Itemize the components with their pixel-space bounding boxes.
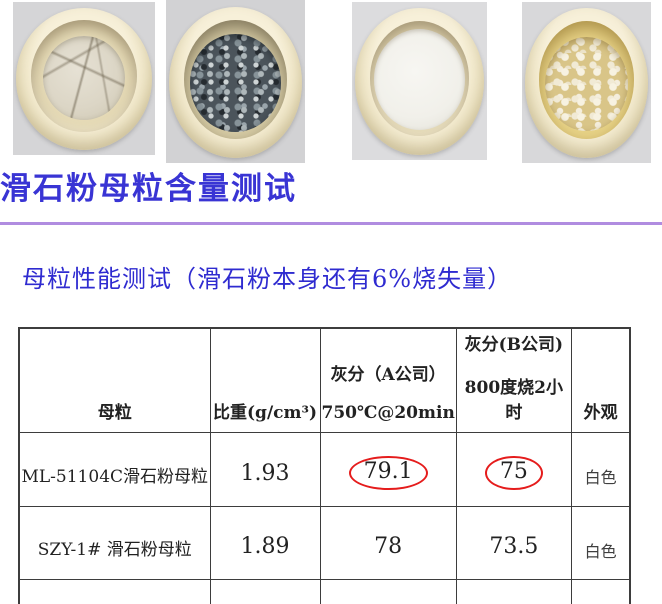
ash-a-value: 79.1 bbox=[363, 458, 413, 484]
ash-a-cell: 78 bbox=[319, 506, 457, 580]
ash-b-cell: 73.5 bbox=[455, 506, 572, 580]
header-density: 比重(g/cm³) bbox=[209, 327, 321, 433]
photo-white-powder bbox=[352, 2, 487, 160]
photo-ash-residue bbox=[13, 2, 155, 155]
red-circle-annotation: 75 bbox=[484, 455, 543, 491]
appearance-cell: 白色 bbox=[570, 579, 631, 604]
ash-b-cell: 75 bbox=[455, 579, 572, 604]
ash-a-cell: 79.1 bbox=[319, 432, 457, 507]
appearance-cell: 白色 bbox=[570, 432, 631, 507]
header-appearance: 外观 bbox=[570, 327, 631, 433]
red-circle-annotation: 79.1 bbox=[348, 455, 428, 491]
photo-burned-granules bbox=[166, 0, 305, 163]
density-cell: 1.89 bbox=[209, 579, 321, 604]
header-ash-b-line2: 800度烧2小时 bbox=[464, 378, 563, 423]
divider-line bbox=[0, 222, 662, 225]
ash-b-value: 75 bbox=[499, 458, 528, 484]
masterbatch-name-cell: ML-51104C滑石粉母粒 bbox=[18, 432, 211, 507]
header-ash-b: 灰分(B公司) 800度烧2小时 bbox=[455, 327, 572, 433]
header-ash-b-line1: 灰分(B公司) bbox=[464, 335, 564, 355]
results-table-wrapper: 母粒 比重(g/cm³) 灰分（A公司） 750℃@20min 灰分(B公司) … bbox=[18, 327, 632, 604]
header-ash-a-line1: 灰分（A公司） bbox=[330, 365, 446, 385]
masterbatch-name-cell: SZY-2# 滑石粉母粒 bbox=[18, 579, 211, 604]
table-row: SZY-1# 滑石粉母粒 1.89 78 73.5 白色 bbox=[18, 506, 631, 580]
granules-content bbox=[189, 34, 282, 133]
subtitle: 母粒性能测试（滑石粉本身还有6%烧失量） bbox=[22, 265, 513, 293]
cracked-ash-content bbox=[42, 35, 126, 120]
header-masterbatch: 母粒 bbox=[18, 327, 211, 433]
density-cell: 1.89 bbox=[209, 506, 321, 580]
header-ash-a: 灰分（A公司） 750℃@20min bbox=[319, 327, 457, 433]
powder-content bbox=[373, 28, 466, 130]
header-ash-a-line2: 750℃@20min bbox=[321, 403, 455, 423]
appearance-cell: 白色 bbox=[570, 506, 631, 580]
ash-b-cell: 75 bbox=[455, 432, 572, 507]
table-row: SZY-2# 滑石粉母粒 1.89 76.8 75 白色 bbox=[18, 579, 631, 604]
table-header-row: 母粒 比重(g/cm³) 灰分（A公司） 750℃@20min 灰分(B公司) … bbox=[18, 327, 631, 433]
density-cell: 1.93 bbox=[209, 432, 321, 507]
pellets-content bbox=[545, 37, 628, 131]
table-row: ML-51104C滑石粉母粒 1.93 79.1 75 白色 bbox=[18, 432, 631, 507]
ash-a-cell: 76.8 bbox=[319, 579, 457, 604]
page-title: 滑石粉母粒含量测试 bbox=[0, 171, 297, 207]
masterbatch-name-cell: SZY-1# 滑石粉母粒 bbox=[18, 506, 211, 580]
photo-masterbatch-pellets bbox=[522, 2, 651, 163]
results-table: 母粒 比重(g/cm³) 灰分（A公司） 750℃@20min 灰分(B公司) … bbox=[18, 327, 632, 604]
